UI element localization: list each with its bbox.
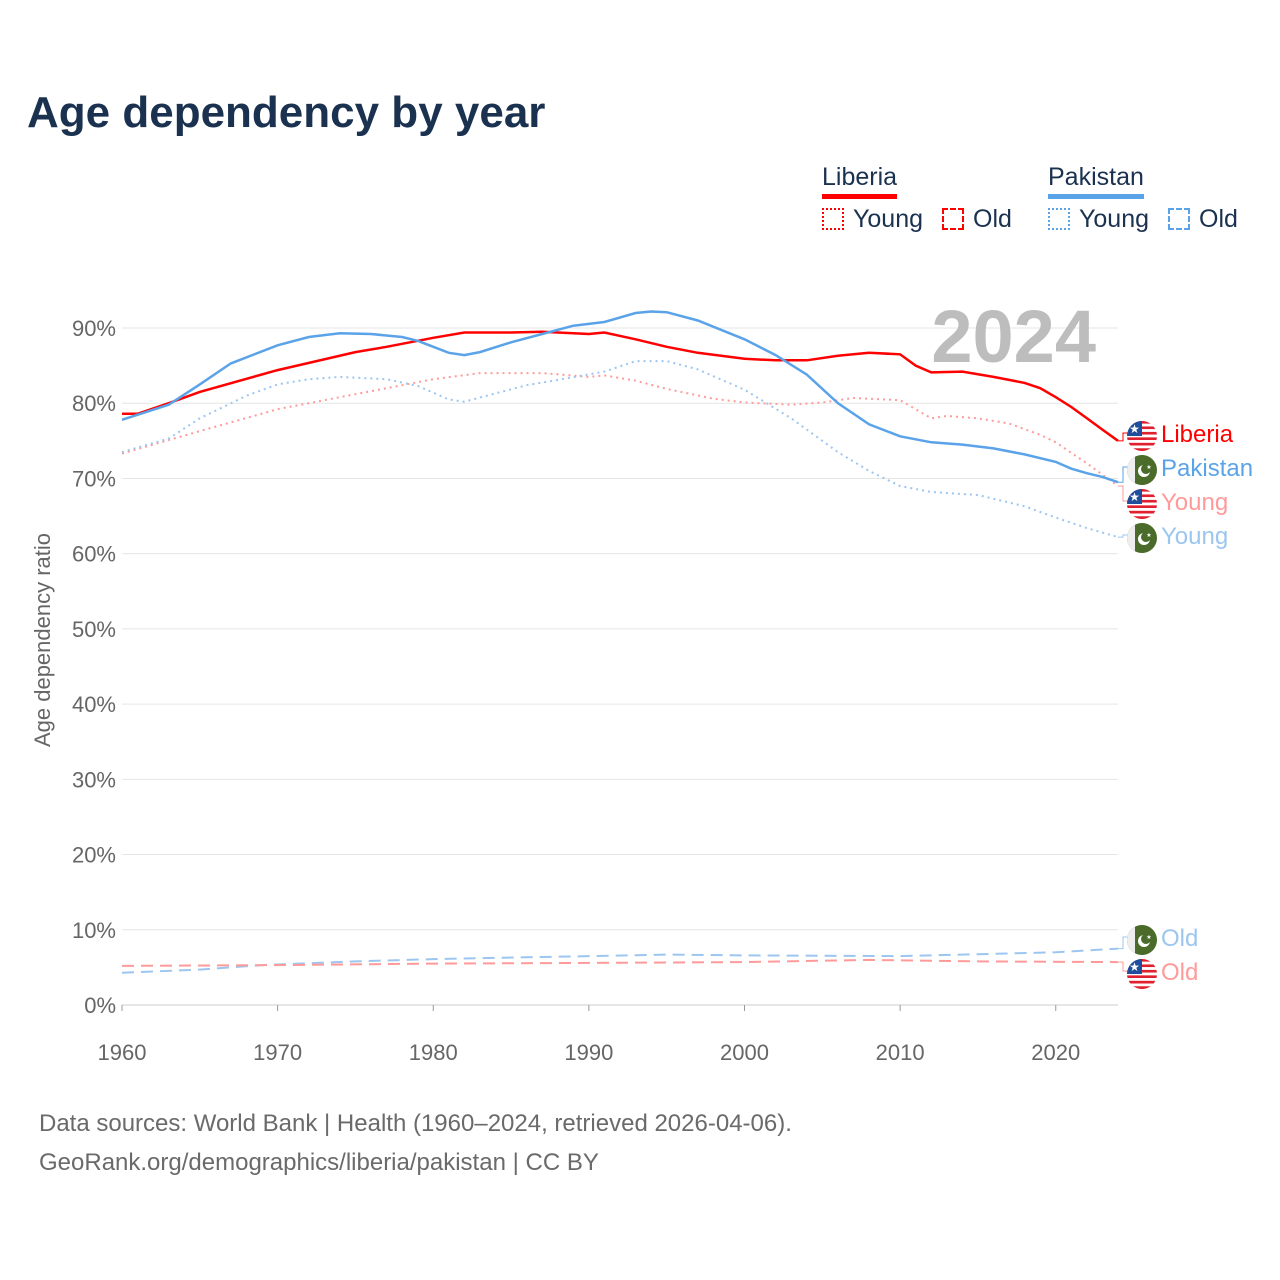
label-connector bbox=[1118, 936, 1128, 950]
end-label-pakistan-total: Pakistan bbox=[1161, 455, 1253, 482]
pakistan-flag-icon: ★ bbox=[1127, 523, 1157, 553]
end-label-liberia-old: Old bbox=[1161, 959, 1198, 986]
label-connector bbox=[1118, 961, 1128, 972]
flag-star: ★ bbox=[1146, 934, 1151, 941]
x-tick-label: 1980 bbox=[409, 1040, 458, 1065]
flag-crescent-cut bbox=[1141, 464, 1151, 474]
source-link[interactable]: GeoRank.org/demographics/liberia/pakista… bbox=[39, 1149, 599, 1176]
flag-body: ★ bbox=[1127, 455, 1157, 485]
label-connector bbox=[1118, 534, 1128, 538]
end-label-liberia-young: Young bbox=[1161, 489, 1228, 516]
flag-stripe bbox=[1127, 440, 1157, 443]
flag-stripe bbox=[1127, 508, 1157, 511]
end-label-pakistan-old: Old bbox=[1161, 925, 1198, 952]
flag-white-band bbox=[1127, 523, 1135, 553]
y-tick-label: 80% bbox=[72, 391, 116, 416]
series-line-liberia-young bbox=[121, 372, 1119, 487]
flag-crescent-cut bbox=[1141, 532, 1151, 542]
label-connector bbox=[1118, 466, 1128, 483]
flag-white-band bbox=[1127, 925, 1135, 955]
flag-body: ★ bbox=[1127, 959, 1157, 989]
flag-body: ★ bbox=[1127, 523, 1157, 553]
x-tick-label: 2000 bbox=[720, 1040, 769, 1065]
flag-star: ★ bbox=[1146, 532, 1151, 539]
y-tick-label: 60% bbox=[72, 542, 116, 567]
flag-star: ★ bbox=[1129, 422, 1140, 436]
y-tick-label: 0% bbox=[84, 993, 116, 1018]
series-line-pakistan-total bbox=[121, 310, 1119, 484]
flag-stripe bbox=[1127, 510, 1157, 514]
legend-pakistan[interactable]: Pakistan bbox=[1048, 163, 1144, 199]
liberia-flag-icon: ★ bbox=[1127, 421, 1157, 451]
chart-title: Age dependency by year bbox=[27, 88, 546, 137]
flag-stripe bbox=[1127, 975, 1157, 979]
y-tick-label: 10% bbox=[72, 918, 116, 943]
legend-pakistan-young[interactable]: Young bbox=[1079, 205, 1149, 233]
liberia-flag-icon: ★ bbox=[1127, 489, 1157, 519]
flag-stripe bbox=[1127, 986, 1157, 989]
pakistan-flag-icon: ★ bbox=[1127, 455, 1157, 485]
flag-stripe bbox=[1127, 978, 1157, 981]
data-source: Data sources: World Bank | Health (1960–… bbox=[39, 1110, 792, 1137]
legend-liberia-young[interactable]: Young bbox=[853, 205, 923, 233]
liberia-flag-icon: ★ bbox=[1127, 959, 1157, 989]
label-connector bbox=[1118, 485, 1128, 502]
legend-pakistan-old[interactable]: Old bbox=[1199, 205, 1238, 233]
pakistan-flag-icon: ★ bbox=[1127, 925, 1157, 955]
flag-body: ★ bbox=[1127, 421, 1157, 451]
legend-dotted-swatch-icon bbox=[822, 208, 844, 230]
series-line-pakistan-young bbox=[121, 360, 1119, 539]
y-tick-label: 70% bbox=[72, 466, 116, 491]
flag-star: ★ bbox=[1129, 490, 1140, 504]
legend-dotted-swatch-icon bbox=[1048, 208, 1070, 230]
flag-crescent-cut bbox=[1141, 934, 1151, 944]
y-tick-label: 20% bbox=[72, 843, 116, 868]
y-tick-label: 90% bbox=[72, 316, 116, 341]
y-axis-label: Age dependency ratio bbox=[30, 533, 55, 747]
flag-body: ★ bbox=[1127, 925, 1157, 955]
x-tick-label: 1990 bbox=[564, 1040, 613, 1065]
flag-stripe bbox=[1127, 437, 1157, 441]
flag-stripe bbox=[1127, 516, 1157, 519]
x-tick-label: 1970 bbox=[253, 1040, 302, 1065]
x-tick-label: 1960 bbox=[98, 1040, 147, 1065]
flag-stripe bbox=[1127, 505, 1157, 509]
year-badge: 2024 bbox=[931, 295, 1096, 378]
x-tick-label: 2020 bbox=[1031, 1040, 1080, 1065]
flag-body: ★ bbox=[1127, 489, 1157, 519]
flag-star: ★ bbox=[1146, 464, 1151, 471]
flag-stripe bbox=[1127, 445, 1157, 449]
flag-star: ★ bbox=[1129, 960, 1140, 974]
y-tick-label: 30% bbox=[72, 767, 116, 792]
flag-stripe bbox=[1127, 983, 1157, 987]
flag-stripe bbox=[1127, 448, 1157, 451]
y-tick-label: 40% bbox=[72, 692, 116, 717]
legend-liberia-old[interactable]: Old bbox=[973, 205, 1012, 233]
end-label-liberia-total: Liberia bbox=[1161, 421, 1234, 448]
series-line-liberia-old bbox=[121, 958, 1119, 967]
legend-dashed-swatch-icon bbox=[942, 208, 964, 230]
series-line-liberia-total bbox=[122, 330, 1119, 442]
flag-stripe bbox=[1127, 513, 1157, 517]
legend-liberia[interactable]: Liberia bbox=[822, 163, 898, 199]
flag-stripe bbox=[1127, 980, 1157, 984]
label-connector bbox=[1118, 432, 1128, 442]
flag-stripe bbox=[1127, 442, 1157, 446]
series-line-pakistan-old bbox=[121, 947, 1119, 974]
legend-dashed-swatch-icon bbox=[1168, 208, 1190, 230]
end-label-pakistan-young: Young bbox=[1161, 523, 1228, 550]
flag-white-band bbox=[1127, 455, 1135, 485]
y-tick-label: 50% bbox=[72, 617, 116, 642]
x-tick-label: 2010 bbox=[876, 1040, 925, 1065]
